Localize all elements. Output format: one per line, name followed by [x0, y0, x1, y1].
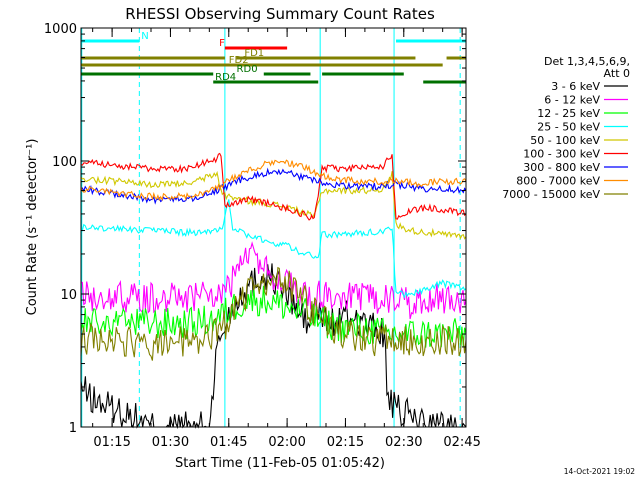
- x-axis-label: Start Time (11-Feb-05 01:05:42): [175, 456, 385, 471]
- y-tick-label-3: 1000: [44, 22, 77, 37]
- x-axis: 01:15 01:30 01:45 02:00 02:15 02:30 02:45: [92, 28, 481, 450]
- x-tick-label-5: 02:30: [385, 435, 422, 450]
- legend-label-0: 3 - 6 keV: [551, 80, 600, 93]
- state-bar-label-f: F: [219, 38, 225, 49]
- series-line-3: [80, 199, 467, 299]
- legend-header-0: Det 1,3,4,5,6,9,: [544, 55, 630, 68]
- legend-header-1: Att 0: [604, 67, 630, 80]
- y-tick-label-0: 1: [69, 421, 77, 436]
- legend-label-5: 100 - 300 keV: [523, 148, 600, 161]
- series-line-1: [80, 241, 467, 320]
- state-bar-label-n: N: [141, 31, 148, 42]
- x-tick-label-0: 01:15: [93, 435, 130, 450]
- marker-lines: [81, 28, 461, 427]
- legend-label-1: 6 - 12 keV: [544, 94, 600, 107]
- series-line-5: [80, 152, 467, 221]
- legend-label-4: 50 - 100 keV: [530, 134, 600, 147]
- legend-label-3: 25 - 50 keV: [537, 121, 600, 134]
- series-line-8: [80, 266, 467, 361]
- legend-label-8: 7000 - 15000 keV: [502, 188, 600, 201]
- y-tick-label-2: 100: [52, 155, 77, 170]
- chart-title: RHESSI Observing Summary Count Rates: [125, 5, 435, 23]
- state-bar-label-rd4: RD4: [215, 72, 236, 83]
- x-tick-label-4: 02:15: [327, 435, 364, 450]
- x-tick-label-3: 02:00: [268, 435, 305, 450]
- y-tick-label-1: 10: [60, 288, 77, 303]
- x-tick-label-1: 01:30: [152, 435, 189, 450]
- state-bar-label-rd0: RD0: [237, 64, 258, 75]
- state-bar-label-fd1: FD1: [244, 48, 264, 59]
- legend-label-2: 12 - 25 keV: [537, 107, 600, 120]
- series-line-6: [80, 167, 467, 205]
- series-group: [80, 152, 467, 430]
- plot-frame: [80, 27, 467, 428]
- legend-label-7: 800 - 7000 keV: [516, 175, 600, 188]
- series-line-7: [80, 159, 467, 202]
- timestamp: 14-Oct-2021 19:02: [564, 467, 635, 476]
- x-tick-label-2: 01:45: [210, 435, 247, 450]
- legend-label-6: 300 - 800 keV: [523, 161, 600, 174]
- state-bar-label-fd2: FD2: [229, 55, 249, 66]
- y-axis-label: Count Rate (s⁻¹ detector⁻¹): [25, 139, 40, 316]
- x-tick-label-6: 02:45: [443, 435, 480, 450]
- series-line-4: [80, 170, 467, 240]
